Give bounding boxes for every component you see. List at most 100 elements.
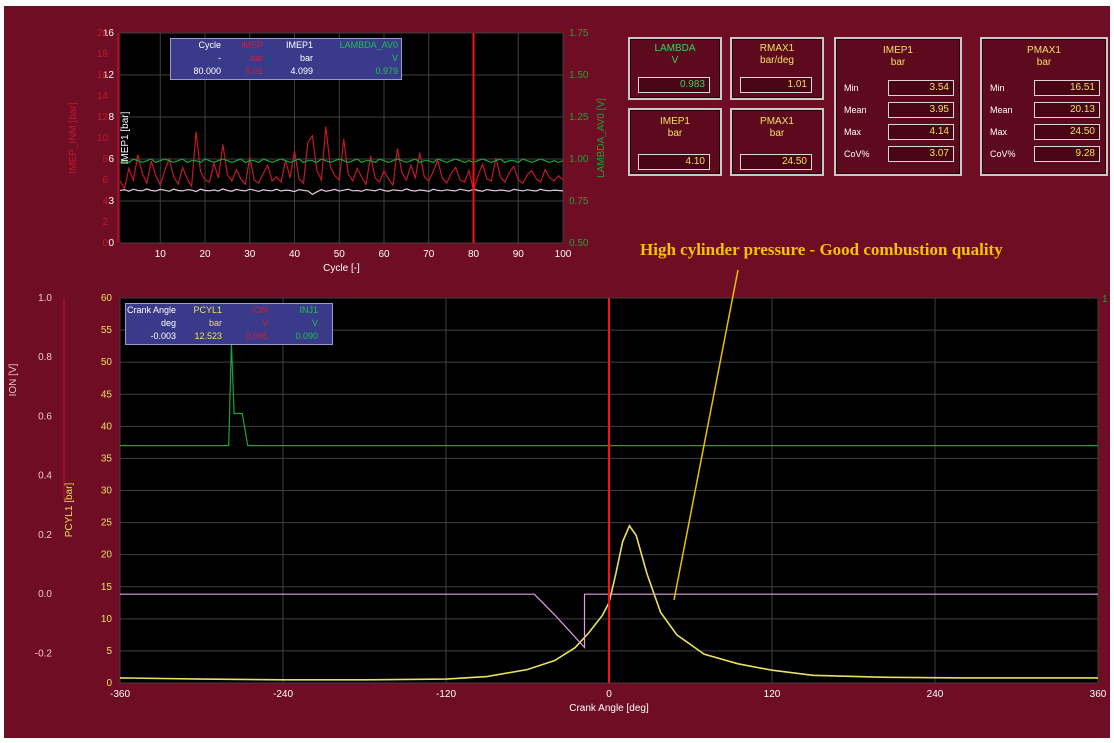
legend-value-cycle: 80.000 xyxy=(193,66,221,76)
legend-col-ion: ION xyxy=(251,305,268,315)
pmax1-max-label: Max xyxy=(990,127,1008,137)
imep-inm-y-tick-label: 2 xyxy=(102,217,108,228)
pmax1-min-label: Min xyxy=(990,83,1005,93)
series-ion xyxy=(120,593,1098,650)
pmax1-single-panel: PMAX1 bar 24.50 xyxy=(730,108,824,176)
legend-value-ion: 0.065 xyxy=(245,331,268,341)
pmax1-cov-label: CoV% xyxy=(990,149,1016,159)
pmax1-stats-unit: bar xyxy=(1036,57,1052,68)
rmax1-panel: RMAX1 bar/deg 1.01 xyxy=(730,37,824,100)
cycle-x-tick-label: 90 xyxy=(513,249,525,260)
imep1-cov-label: CoV% xyxy=(844,149,870,159)
pmax1-single-title: PMAX1 xyxy=(760,116,794,127)
pcyl1-y-tick-label: 55 xyxy=(101,325,113,336)
imep1-single-unit: bar xyxy=(667,128,683,139)
legend-col-imep1: IMEP1 xyxy=(285,40,313,50)
cycle-x-tick-label: 50 xyxy=(334,249,346,260)
imep-inm-y-tick-label: 0 xyxy=(102,238,108,249)
legend-unit-lambda: V xyxy=(391,53,398,63)
cycle-x-axis-title: Cycle [-] xyxy=(323,263,360,274)
legend-unit-crank: deg xyxy=(160,318,176,328)
crank-x-axis-title: Crank Angle [deg] xyxy=(569,703,649,714)
imep-inm-y-tick-label: 16 xyxy=(97,70,109,81)
pcyl1-y-tick-label: 0 xyxy=(106,678,112,689)
legend-unit-inj1: V xyxy=(311,318,318,328)
imep1-y-tick-label: 8 xyxy=(108,112,114,123)
rmax1-title: RMAX1 xyxy=(759,43,795,54)
legend-col-crank: Crank Angle xyxy=(126,305,176,315)
legend-value-pcyl1: 12.523 xyxy=(194,331,222,341)
legend-value-crank: -0.003 xyxy=(150,331,176,341)
imep-inm-y-tick-label: 4 xyxy=(102,196,108,207)
legend-unit-ion: V xyxy=(261,318,268,328)
ion-y-tick-label: 0.2 xyxy=(38,530,52,541)
pmax1-mean-label: Mean xyxy=(990,105,1013,115)
imep-inm-y-tick-label: 14 xyxy=(97,91,109,102)
lambda-y-tick-label: 0.50 xyxy=(569,238,589,249)
rmax1-unit: bar/deg xyxy=(760,55,794,66)
imep1-mean-label: Mean xyxy=(844,105,867,115)
legend-col-imep: IMEP xyxy=(240,40,263,50)
series-imep1 xyxy=(119,188,564,196)
chart-annotation: High cylinder pressure - Good combustion… xyxy=(640,240,1003,259)
pcyl1-y-tick-label: 20 xyxy=(101,550,113,561)
pcyl1-y-tick-label: 25 xyxy=(101,518,113,529)
pcyl1-y-tick-label: 40 xyxy=(101,421,113,432)
legend-col-lambda: LAMBDA_AV0 xyxy=(339,40,398,50)
annotation-leader-line xyxy=(673,269,739,601)
crank-x-tick-label: 120 xyxy=(764,689,781,700)
imep-inm-y-tick-label: 12 xyxy=(97,112,109,123)
pmax1-mean-value: 20.13 xyxy=(1034,102,1100,118)
legend-value-inj1: 0.090 xyxy=(295,331,318,341)
ion-y-tick-label: 0.8 xyxy=(38,352,52,363)
pcyl1-y-tick-label: 15 xyxy=(101,582,113,593)
pmax1-min-value: 16.51 xyxy=(1034,80,1100,96)
imep-inm-y-tick-label: 18 xyxy=(97,49,109,60)
imep1-y-tick-label: 12 xyxy=(103,70,115,81)
legend-unit-imep1: bar xyxy=(299,53,313,63)
cycle-x-tick-label: 80 xyxy=(468,249,480,260)
ion-axis-title: ION [V] xyxy=(8,363,19,396)
pmax1-max-value: 24.50 xyxy=(1034,124,1100,140)
lambda-y-tick-label: 1.25 xyxy=(569,112,589,123)
imep1-stats-panel: IMEP1 bar Min 3.54 Mean 3.95 Max 4.14 Co… xyxy=(834,37,962,176)
ion-y-tick-label: -0.2 xyxy=(35,648,53,659)
ion-y-tick-label: 1.0 xyxy=(38,293,52,304)
legend-unit-imep: bar xyxy=(249,53,263,63)
cycle-x-tick-label: 100 xyxy=(555,249,572,260)
pcyl1-y-tick-label: 45 xyxy=(101,389,113,400)
cycle-legend-box: Cycle IMEP IMEP1 LAMBDA_AV0 - bar bar V … xyxy=(170,38,402,80)
imep-inm-y-tick-label: 6 xyxy=(102,175,108,186)
pmax1-cov-value: 9.28 xyxy=(1034,146,1100,162)
imep-inm-y-tick-label: 8 xyxy=(102,154,108,165)
lambda-panel: LAMBDA V 0.983 xyxy=(628,37,722,100)
imep1-y-tick-label: 0 xyxy=(108,238,114,249)
cycle-x-tick-label: 70 xyxy=(423,249,435,260)
lambda-y-tick-label: 1.50 xyxy=(569,70,589,81)
imep1-min-value: 3.54 xyxy=(888,80,954,96)
series-inj1 xyxy=(120,342,1098,447)
lambda-value: 0.983 xyxy=(638,77,710,93)
ion-y-tick-label: 0.6 xyxy=(38,411,52,422)
crank-x-tick-label: -360 xyxy=(110,689,130,700)
imep1-single-panel: IMEP1 bar 4.10 xyxy=(628,108,722,176)
legend-value-imep1: 4.099 xyxy=(290,66,313,76)
imep1-y-tick-label: 3 xyxy=(108,196,114,207)
ion-y-tick-label: 0.4 xyxy=(38,471,52,482)
cycle-x-tick-label: 30 xyxy=(244,249,256,260)
legend-unit-cycle: - xyxy=(218,53,221,63)
imep-inm-axis-title: IMEP_INM [bar] xyxy=(68,102,79,173)
lambda-axis-title: LAMBDA_AV0 [V] xyxy=(596,98,607,178)
inj1-y-tick-label: 1 xyxy=(1102,294,1108,305)
pcyl1-y-tick-label: 5 xyxy=(106,646,112,657)
imep1-single-title: IMEP1 xyxy=(659,116,690,127)
imep1-cov-value: 3.07 xyxy=(888,146,954,162)
imep1-y-tick-label: 16 xyxy=(103,28,115,39)
cycle-x-tick-label: 10 xyxy=(155,249,167,260)
imep1-min-label: Min xyxy=(844,83,859,93)
pmax1-single-unit: bar xyxy=(769,128,785,139)
imep1-max-value: 4.14 xyxy=(888,124,954,140)
ion-y-tick-label: 0.0 xyxy=(38,589,52,600)
crank-x-tick-label: -240 xyxy=(273,689,293,700)
